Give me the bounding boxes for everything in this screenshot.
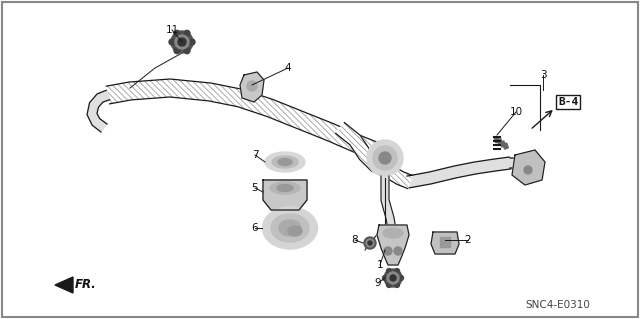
Text: SNC4-E0310: SNC4-E0310 bbox=[525, 300, 590, 310]
Circle shape bbox=[366, 239, 374, 247]
Polygon shape bbox=[377, 225, 409, 265]
Polygon shape bbox=[510, 158, 543, 182]
Circle shape bbox=[524, 166, 532, 174]
Ellipse shape bbox=[383, 228, 403, 238]
Circle shape bbox=[384, 247, 392, 255]
Circle shape bbox=[189, 39, 195, 45]
Polygon shape bbox=[512, 150, 545, 185]
Text: 6: 6 bbox=[252, 223, 259, 233]
Text: 4: 4 bbox=[285, 63, 291, 73]
Ellipse shape bbox=[270, 182, 300, 194]
Circle shape bbox=[247, 81, 257, 91]
Polygon shape bbox=[335, 122, 413, 189]
Circle shape bbox=[387, 282, 392, 287]
Text: FR.: FR. bbox=[75, 278, 97, 292]
Polygon shape bbox=[381, 176, 397, 236]
Text: B-4: B-4 bbox=[558, 97, 579, 107]
Polygon shape bbox=[87, 90, 109, 132]
Circle shape bbox=[394, 247, 402, 255]
Ellipse shape bbox=[277, 184, 293, 191]
Circle shape bbox=[373, 146, 397, 170]
Polygon shape bbox=[106, 79, 388, 163]
Bar bbox=[494, 137, 500, 143]
Circle shape bbox=[379, 152, 391, 164]
Ellipse shape bbox=[278, 159, 292, 166]
Circle shape bbox=[175, 35, 189, 49]
Text: 11: 11 bbox=[165, 25, 179, 35]
Circle shape bbox=[169, 39, 175, 45]
Polygon shape bbox=[431, 232, 459, 254]
Circle shape bbox=[383, 276, 387, 280]
Text: 1: 1 bbox=[377, 260, 383, 270]
Ellipse shape bbox=[271, 214, 309, 242]
Text: 2: 2 bbox=[465, 235, 471, 245]
Circle shape bbox=[364, 237, 376, 249]
Bar bbox=[500, 141, 506, 147]
Circle shape bbox=[384, 269, 402, 287]
Ellipse shape bbox=[262, 207, 317, 249]
Circle shape bbox=[387, 269, 392, 274]
Polygon shape bbox=[263, 180, 307, 210]
Circle shape bbox=[394, 269, 399, 274]
Circle shape bbox=[171, 31, 193, 53]
Circle shape bbox=[174, 30, 180, 36]
Circle shape bbox=[178, 38, 186, 46]
Bar bbox=[497, 139, 502, 145]
Text: 7: 7 bbox=[252, 150, 259, 160]
Circle shape bbox=[367, 140, 403, 176]
Ellipse shape bbox=[279, 220, 301, 236]
Circle shape bbox=[390, 275, 396, 281]
Circle shape bbox=[184, 48, 190, 54]
Ellipse shape bbox=[288, 226, 302, 236]
Circle shape bbox=[387, 272, 399, 284]
Ellipse shape bbox=[272, 156, 298, 168]
Circle shape bbox=[394, 282, 399, 287]
Polygon shape bbox=[55, 277, 73, 293]
Bar bbox=[503, 143, 508, 149]
Bar bbox=[440, 237, 450, 247]
Circle shape bbox=[368, 241, 372, 245]
Ellipse shape bbox=[265, 152, 305, 172]
Polygon shape bbox=[407, 157, 511, 188]
Bar bbox=[440, 237, 450, 247]
Text: 5: 5 bbox=[252, 183, 259, 193]
Text: 10: 10 bbox=[509, 107, 523, 117]
Circle shape bbox=[174, 48, 180, 54]
Text: 8: 8 bbox=[352, 235, 358, 245]
Text: 9: 9 bbox=[374, 278, 381, 288]
Circle shape bbox=[399, 276, 403, 280]
Circle shape bbox=[184, 30, 190, 36]
Text: 3: 3 bbox=[540, 70, 547, 80]
Polygon shape bbox=[240, 72, 264, 102]
